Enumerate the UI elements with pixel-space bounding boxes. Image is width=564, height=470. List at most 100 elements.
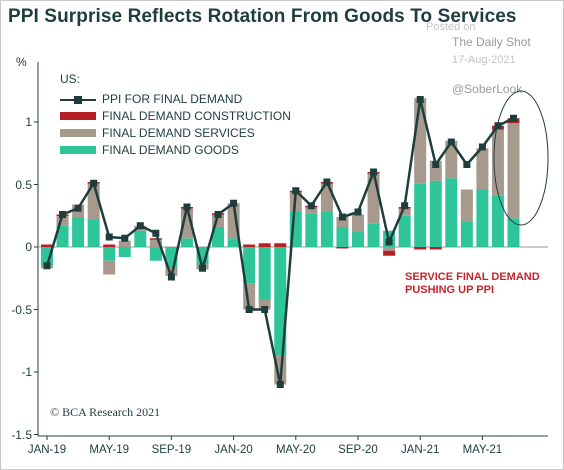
ppi-point xyxy=(478,143,486,151)
ppi-point xyxy=(167,273,175,281)
legend-item-services: FINAL DEMAND SERVICES xyxy=(60,124,291,141)
ppi-point xyxy=(432,161,440,168)
bar-goods xyxy=(320,212,333,247)
watermark-posted: Posted on xyxy=(426,21,476,33)
ppi-point xyxy=(463,161,471,168)
ppi-point xyxy=(261,306,269,313)
bar-goods xyxy=(491,195,504,247)
x-tick-label: JAN-20 xyxy=(214,444,253,456)
legend-item-construction: FINAL DEMAND CONSTRUCTION xyxy=(60,107,291,124)
watermark-source: The Daily Shot xyxy=(452,35,531,49)
bar-services xyxy=(258,299,271,310)
x-tick-label: MAY-19 xyxy=(89,444,130,456)
bar-construction xyxy=(149,238,162,240)
bar-services xyxy=(305,207,318,214)
legend-label-services: FINAL DEMAND SERVICES xyxy=(102,125,255,140)
bar-services xyxy=(118,240,131,247)
ppi-point xyxy=(199,264,206,272)
ppi-point xyxy=(74,204,82,212)
x-tick-label: MAY-20 xyxy=(275,444,316,456)
bar-goods xyxy=(336,227,349,247)
ppi-point xyxy=(230,199,238,207)
bar-services xyxy=(476,148,489,190)
bar-services xyxy=(352,214,364,232)
bar-construction xyxy=(258,243,271,247)
x-tick-label: MAY-21 xyxy=(462,444,503,456)
bar-goods xyxy=(414,183,427,247)
bar-services xyxy=(103,260,116,275)
bar-goods xyxy=(445,178,458,247)
bar-goods xyxy=(274,247,287,356)
bar-goods xyxy=(460,222,473,247)
bar-goods xyxy=(87,219,100,247)
ppi-point xyxy=(214,211,222,218)
bar-construction xyxy=(429,247,442,250)
bar-goods xyxy=(243,247,256,284)
ppi-point xyxy=(121,234,129,242)
highlight-ellipse xyxy=(493,90,549,226)
bar-goods xyxy=(352,232,364,247)
bar-construction xyxy=(336,247,349,249)
bar-construction xyxy=(414,247,427,250)
watermark-date: 17-Aug-2021 xyxy=(452,54,516,66)
legend-label-construction: FINAL DEMAND CONSTRUCTION xyxy=(102,108,291,123)
bar-goods xyxy=(212,227,225,247)
legend: US: PPI FOR FINAL DEMAND FINAL DEMAND CO… xyxy=(60,72,291,158)
ppi-point xyxy=(43,262,51,270)
chart-title: PPI Surprise Reflects Rotation From Good… xyxy=(8,6,517,27)
x-tick-label: SEP-20 xyxy=(338,444,378,456)
ppi-point xyxy=(447,138,455,146)
bar-construction xyxy=(103,244,116,247)
ppi-point xyxy=(510,114,517,122)
bar-goods xyxy=(429,180,442,247)
legend-item-goods: FINAL DEMAND GOODS xyxy=(60,141,291,158)
ppi-point xyxy=(59,211,67,218)
bar-construction xyxy=(383,250,396,256)
legend-title: US: xyxy=(60,72,81,86)
bar-services xyxy=(414,98,427,184)
bar-goods xyxy=(134,230,147,247)
bar-goods xyxy=(398,215,411,247)
bar-construction xyxy=(41,244,53,247)
ppi-point xyxy=(136,222,144,230)
ppi-point xyxy=(354,208,362,216)
bar-services xyxy=(383,247,396,251)
y-tick-label: -1.5 xyxy=(11,427,32,442)
bar-goods xyxy=(258,247,271,300)
ppi-point xyxy=(105,233,113,241)
y-tick-label: 0.5 xyxy=(15,177,32,192)
legend-swatch-services xyxy=(60,128,96,137)
ppi-point xyxy=(152,229,160,237)
bar-construction xyxy=(274,243,287,247)
legend-item-ppi: PPI FOR FINAL DEMAND xyxy=(60,90,291,107)
bar-goods xyxy=(118,247,131,257)
bar-services xyxy=(398,208,411,216)
bar-goods xyxy=(103,247,116,261)
bca-credit: © BCA Research 2021 xyxy=(50,405,161,419)
bar-goods xyxy=(305,213,318,247)
bar-services xyxy=(460,189,473,222)
legend-swatch-goods xyxy=(60,145,96,154)
legend-line-swatch xyxy=(60,96,96,104)
bar-goods xyxy=(507,218,520,247)
ppi-point xyxy=(416,96,424,103)
bar-services xyxy=(336,217,349,227)
ppi-point xyxy=(338,213,346,221)
y-axis-unit: % xyxy=(16,55,27,69)
legend-label-ppi: PPI FOR FINAL DEMAND xyxy=(102,91,243,106)
bar-goods xyxy=(367,223,380,247)
legend-label-goods: FINAL DEMAND GOODS xyxy=(102,142,239,157)
bar-services xyxy=(56,215,69,226)
legend-swatch-construction xyxy=(60,111,96,120)
ppi-point xyxy=(385,238,393,246)
bar-goods xyxy=(476,189,489,247)
x-tick-label: SEP-19 xyxy=(151,444,192,456)
bar-construction xyxy=(243,244,256,247)
ppi-point xyxy=(307,202,315,210)
bar-goods xyxy=(149,247,162,261)
ppi-point xyxy=(276,381,284,388)
ppi-point xyxy=(323,178,331,186)
bar-goods xyxy=(180,238,193,247)
y-tick-label: 1 xyxy=(25,115,32,129)
